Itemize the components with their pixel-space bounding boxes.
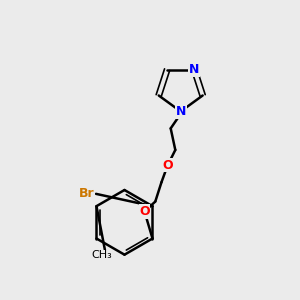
Text: N: N bbox=[176, 105, 186, 118]
Text: Br: Br bbox=[79, 187, 94, 200]
Text: N: N bbox=[189, 63, 200, 76]
Text: O: O bbox=[139, 205, 150, 218]
Text: CH₃: CH₃ bbox=[91, 250, 112, 260]
Text: O: O bbox=[162, 159, 173, 172]
